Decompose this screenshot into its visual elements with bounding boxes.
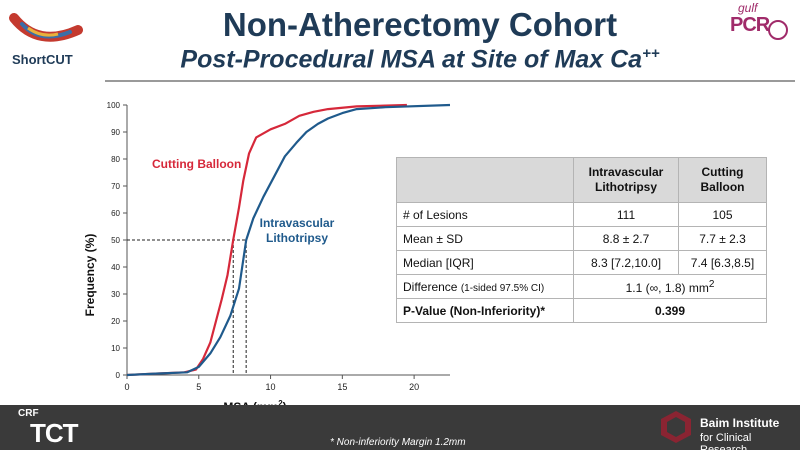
baim-line1: Baim Institute bbox=[700, 416, 780, 430]
y-tick-label: 30 bbox=[111, 290, 120, 299]
series-line-ivl bbox=[126, 103, 451, 377]
gulf-pcr-logo-small: gulf bbox=[738, 1, 758, 15]
y-tick-label: 60 bbox=[111, 209, 120, 218]
pvalue-value: 0.399 bbox=[573, 298, 767, 323]
table-header-row: Intravascular Lithotripsy Cutting Balloon bbox=[396, 157, 767, 203]
label-cutting-balloon: Cutting Balloon bbox=[152, 157, 241, 171]
row-label: # of Lesions bbox=[396, 202, 574, 227]
y-tick-label: 80 bbox=[111, 155, 120, 164]
table-row-pvalue: P-Value (Non-Inferiority)* 0.399 bbox=[396, 298, 767, 323]
shortcut-logo bbox=[9, 13, 83, 42]
baim-line2: for Clinical Research bbox=[700, 432, 752, 456]
table-row: # of Lesions 111 105 bbox=[396, 202, 767, 227]
tct-logo: TCT bbox=[30, 418, 79, 448]
gulf-pcr-mark-icon bbox=[768, 20, 788, 40]
y-tick-label: 70 bbox=[111, 182, 120, 191]
table-header-blank bbox=[396, 157, 574, 203]
cdf-chart: 0 5 10 15 20 0 10 20 30 40 50 60 70 80 90 100 Frequency… bbox=[83, 101, 451, 414]
row-label: Mean ± SD bbox=[396, 226, 574, 251]
label-ivl-line1: Intravascular bbox=[260, 216, 335, 230]
x-tick-label: 10 bbox=[266, 382, 276, 392]
table-header-ivl: Intravascular Lithotripsy bbox=[573, 157, 679, 203]
row-cb-value: 105 bbox=[678, 202, 767, 227]
shortcut-logo-label: ShortCUT bbox=[12, 52, 73, 67]
table-header-cb: Cutting Balloon bbox=[678, 157, 767, 203]
y-axis-label: Frequency (%) bbox=[83, 234, 97, 317]
row-ivl-value: 8.3 [7.2,10.0] bbox=[573, 250, 679, 275]
y-tick-label: 90 bbox=[111, 128, 120, 137]
difference-value: 1.1 (∞, 1.8) mm2 bbox=[573, 274, 767, 299]
x-tick-label: 0 bbox=[124, 382, 129, 392]
label-ivl-line2: Lithotripsy bbox=[266, 231, 328, 245]
y-tick-label: 50 bbox=[111, 236, 120, 245]
x-tick-label: 15 bbox=[337, 382, 347, 392]
x-tick-label: 20 bbox=[409, 382, 419, 392]
table-row-difference: Difference (1-sided 97.5% CI) 1.1 (∞, 1.… bbox=[396, 274, 767, 299]
y-tick-label: 40 bbox=[111, 263, 120, 272]
y-tick-label: 0 bbox=[116, 371, 121, 380]
crf-logo: CRF bbox=[18, 408, 39, 419]
y-tick-label: 20 bbox=[111, 317, 120, 326]
y-tick-label: 10 bbox=[111, 344, 120, 353]
title-divider bbox=[105, 80, 795, 82]
stats-table: Intravascular Lithotripsy Cutting Balloon … bbox=[396, 157, 767, 323]
baim-logo-icon bbox=[661, 411, 691, 443]
table-row: Median [IQR] 8.3 [7.2,10.0] 7.4 [6.3,8.5… bbox=[396, 250, 767, 275]
difference-label: Difference (1-sided 97.5% CI) bbox=[396, 274, 574, 299]
gulf-pcr-logo-main: PCR bbox=[730, 14, 770, 36]
page-subtitle: Post-Procedural MSA at Site of Max Ca++ bbox=[180, 45, 660, 74]
page-title: Non-Atherectomy Cohort bbox=[222, 6, 618, 43]
footnote: * Non-inferiority Margin 1.2mm bbox=[330, 437, 466, 448]
row-cb-value: 7.4 [6.3,8.5] bbox=[678, 250, 767, 275]
pvalue-label: P-Value (Non-Inferiority)* bbox=[396, 298, 574, 323]
x-tick-label: 5 bbox=[196, 382, 201, 392]
table-row: Mean ± SD 8.8 ± 2.7 7.7 ± 2.3 bbox=[396, 226, 767, 251]
row-label: Median [IQR] bbox=[396, 250, 574, 275]
row-ivl-value: 111 bbox=[573, 202, 679, 227]
row-ivl-value: 8.8 ± 2.7 bbox=[573, 226, 679, 251]
row-cb-value: 7.7 ± 2.3 bbox=[678, 226, 767, 251]
y-tick-label: 100 bbox=[107, 101, 121, 110]
